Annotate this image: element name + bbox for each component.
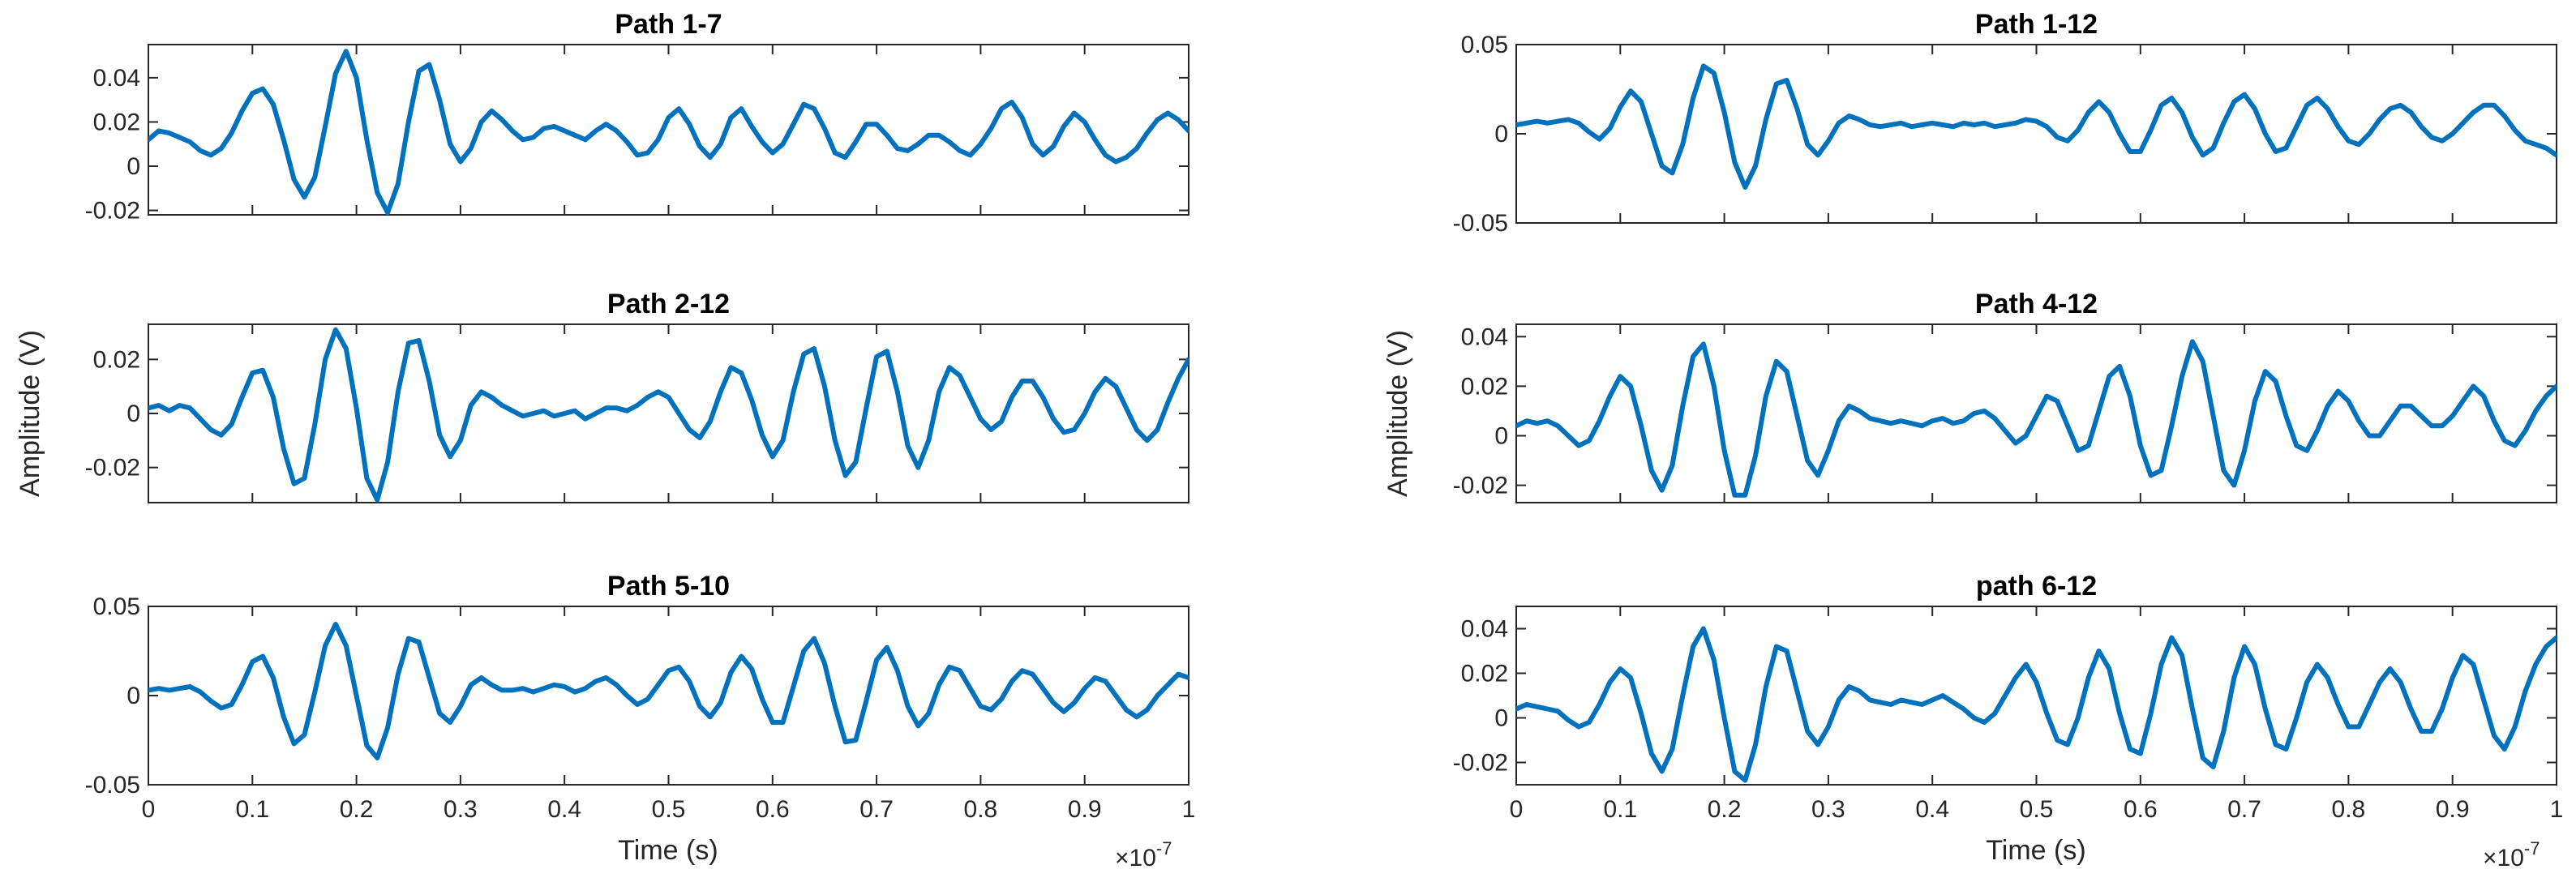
x-tick-label: 0: [142, 796, 156, 823]
y-tick-label: 0.04: [93, 65, 140, 92]
subplot-title: Path 1-12: [1975, 9, 2098, 40]
x-exponent-base: ×10: [2483, 845, 2524, 871]
plot-frame: [148, 323, 1189, 503]
plot-frame: [1515, 44, 2557, 224]
y-tick-label: 0.02: [93, 346, 140, 373]
subplot-title: Path 5-10: [607, 571, 730, 602]
x-axis-label-right: Time (s): [1986, 835, 2085, 866]
y-tick-label: -0.05: [1453, 210, 1508, 237]
x-tick-label: 0.7: [859, 796, 894, 823]
x-tick-label: 0.5: [652, 796, 686, 823]
x-tick-label: 0: [1510, 796, 1524, 823]
x-tick-label: 0.2: [340, 796, 374, 823]
plot-frame: [148, 44, 1189, 216]
series-line: [1516, 63, 2557, 190]
y-tick-label: -0.02: [85, 198, 140, 225]
x-exponent-power: -7: [1156, 838, 1172, 859]
x-exponent-right: ×10-7: [2483, 838, 2540, 871]
subplot-title: Path 1-7: [615, 9, 722, 40]
x-tick-label: 0.8: [2332, 796, 2366, 823]
x-tick-label: 0.8: [964, 796, 998, 823]
y-tick-label: -0.02: [1453, 750, 1508, 777]
series-line: [148, 622, 1189, 760]
x-tick-label: 0.5: [2020, 796, 2054, 823]
plot-frame: [1515, 606, 2557, 786]
y-tick-label: 0.02: [93, 109, 140, 135]
x-tick-label: 0.2: [1708, 796, 1742, 823]
y-tick-label: 0.05: [93, 593, 140, 620]
x-tick-label: 0.4: [547, 796, 581, 823]
x-exponent-power: -7: [2524, 838, 2540, 859]
subplot-path-4-12: Path 4-12 -0.02 0 0.02 0.04: [1453, 289, 2557, 503]
y-tick-label: 0.05: [1461, 32, 1508, 58]
x-exponent-left: ×10-7: [1115, 838, 1172, 871]
x-exponent-base: ×10: [1115, 845, 1156, 871]
y-axis-label-right: Amplitude (V): [1382, 330, 1413, 497]
y-tick-label: 0: [1494, 423, 1508, 450]
y-tick-label: 0.04: [1461, 616, 1508, 643]
y-tick-label: 0.02: [1461, 373, 1508, 400]
x-tick-label: 0.6: [2124, 796, 2158, 823]
x-tick-label: 0.7: [2227, 796, 2261, 823]
y-tick-label: 0: [126, 400, 140, 427]
series-line: [1516, 626, 2557, 783]
subplot-title: Path 2-12: [607, 289, 730, 319]
y-tick-label: 0: [126, 683, 140, 709]
subplot-path-2-12: Path 2-12 -0.02 0 0.02: [85, 289, 1189, 503]
y-tick-label: 0: [1494, 121, 1508, 148]
x-axis-label-left: Time (s): [618, 835, 718, 866]
subplot-title: Path 4-12: [1975, 289, 2098, 319]
x-tick-label: 0.3: [1811, 796, 1845, 823]
y-tick-label: -0.02: [85, 455, 140, 482]
y-tick-label: -0.05: [85, 772, 140, 799]
subplot-path-1-7: Path 1-7 -0.02 0 0.02 0.04: [85, 9, 1189, 225]
subplot-title: path 6-12: [1976, 571, 2097, 602]
subplot-path-1-12: Path 1-12 -0.05 0 0.05: [1453, 9, 2557, 237]
y-tick-label: 0: [126, 153, 140, 180]
plot-frame: [148, 606, 1189, 786]
svg-text:×10-7: ×10-7: [2483, 838, 2540, 871]
x-tick-label: 0.1: [235, 796, 269, 823]
y-tick-label: 0: [1494, 705, 1508, 732]
series-line: [148, 327, 1189, 503]
y-tick-label: 0.04: [1461, 323, 1508, 350]
x-tick-label: 1: [1182, 796, 1196, 823]
y-tick-label: 0.02: [1461, 661, 1508, 687]
series-line: [1516, 339, 2557, 498]
x-tick-label: 0.6: [756, 796, 790, 823]
svg-text:×10-7: ×10-7: [1115, 838, 1172, 871]
x-tick-label: 0.9: [2436, 796, 2470, 823]
x-tick-label: 0.9: [1068, 796, 1102, 823]
y-axis-label-left: Amplitude (V): [15, 330, 45, 497]
x-tick-label: 1: [2550, 796, 2564, 823]
x-tick-label: 0.1: [1603, 796, 1637, 823]
y-tick-label: -0.02: [1453, 473, 1508, 499]
x-tick-label: 0.4: [1915, 796, 1949, 823]
x-tick-label: 0.3: [444, 796, 478, 823]
series-line: [148, 49, 1189, 215]
